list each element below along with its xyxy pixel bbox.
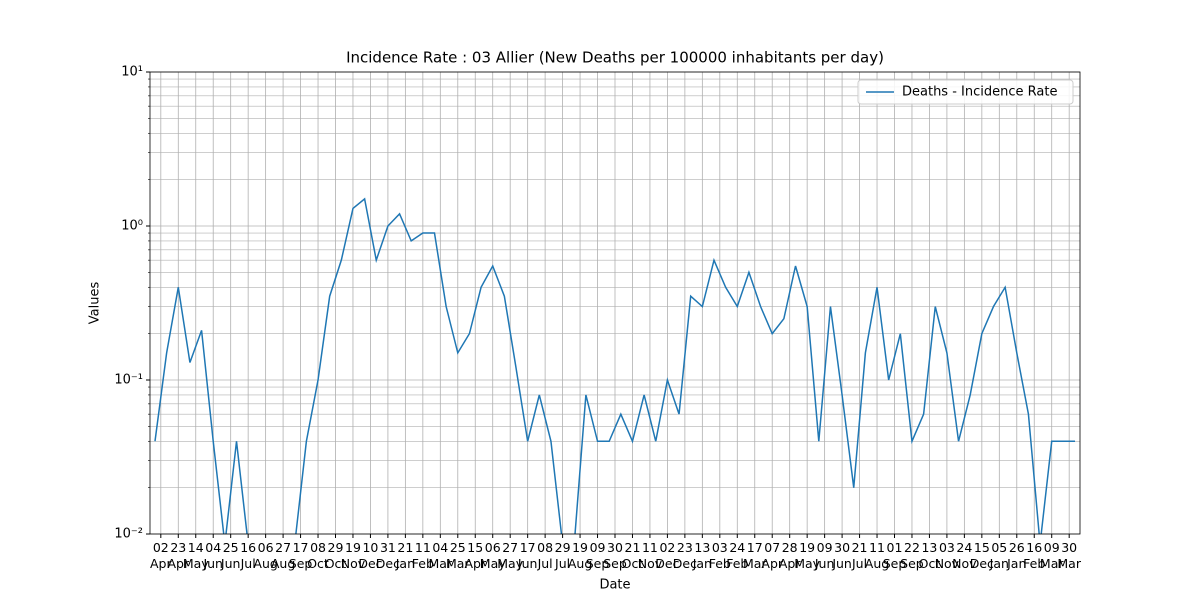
x-tick-label: 11 Feb [411,540,434,571]
x-tick-label: 30 Mar [1057,540,1081,571]
legend-box [857,79,1074,105]
x-tick-label: 15 Apr [464,540,487,571]
y-tick-label: 10⁰ [121,219,143,234]
x-tick-label: 11 Aug [864,540,890,571]
x-tick-label: 23 Apr [167,540,190,571]
x-tick-label: 25 Jun [220,540,241,571]
x-tick-label: 11 Nov [637,540,663,571]
x-tick-label: 23 Dec [672,540,697,571]
x-tick-label: 10 Dec [358,540,383,571]
x-tick-label: 21 Jul [851,540,868,571]
x-tick-label: 13 Oct [918,540,941,571]
chart-title: Incidence Rate : 03 Allier (New Deaths p… [346,49,884,67]
x-tick-label: 30 Jun [832,540,852,571]
x-tick-label: 25 Mar [445,540,470,571]
y-tick-label: 10⁻¹ [114,373,143,388]
x-tick-label: 27 Aug [270,540,296,571]
x-tick-label: 14 May [182,540,209,571]
y-tick-label: 10¹ [121,65,143,80]
x-tick-label: 19 May [794,540,821,571]
x-tick-label: 17 Sep [288,540,313,571]
x-tick-label: 08 Jul [537,540,554,571]
x-tick-label: 22 Sep [900,540,924,571]
legend-label: Deaths - Incidence Rate [902,85,1057,100]
x-tick-label: 02 Apr [150,540,172,571]
plot-frame [149,71,1081,535]
x-tick-label: 16 Feb [1023,540,1046,571]
x-tick-label: 21 Jan [395,540,416,571]
x-tick-label: 29 Jul [554,540,571,571]
x-tick-label: 13 Jan [692,540,712,571]
x-tick-label: 17 Mar [742,540,767,571]
x-tick-label: 05 Jan [989,540,1009,571]
y-tick-label: 10⁻² [114,527,143,542]
x-tick-label: 03 Nov [934,540,960,571]
data-line [154,197,1076,534]
y-axis-label: Values [88,282,103,325]
x-tick-label: 03 Feb [708,540,731,571]
x-tick-label: 31 Dec [375,540,400,571]
x-tick-label: 02 Dec [655,540,680,571]
x-tick-label: 26 Jan [1007,540,1027,571]
x-tick-label: 29 Oct [324,540,347,571]
x-tick-label: 01 Sep [882,540,907,571]
x-tick-label: 09 Mar [1039,540,1064,571]
x-tick-label: 16 Jul [240,540,257,571]
x-tick-label: 28 Apr [778,540,801,571]
x-tick-label: 07 Apr [761,540,784,571]
x-tick-label: 04 Mar [428,540,453,571]
x-tick-label: 24 Feb [726,540,749,571]
x-tick-label: 15 Dec [969,540,994,571]
x-tick-label: 30 Sep [603,540,627,571]
x-tick-label: 19 Nov [340,540,366,571]
x-tick-label: 09 Jun [814,540,835,571]
x-tick-label: 04 Jun [203,540,223,571]
x-tick-label: 08 Oct [307,540,329,571]
x-tick-label: 27 May [497,540,524,571]
x-tick-label: 06 May [479,540,506,571]
x-tick-label: 17 Jun [517,540,538,571]
x-axis-label: Date [599,578,630,593]
x-tick-label: 21 Oct [621,540,644,571]
x-tick-label: 09 Sep [585,540,610,571]
x-tick-label: 24 Nov [952,540,977,571]
x-tick-label: 19 Aug [567,540,593,571]
x-tick-label: 06 Aug [253,540,278,571]
